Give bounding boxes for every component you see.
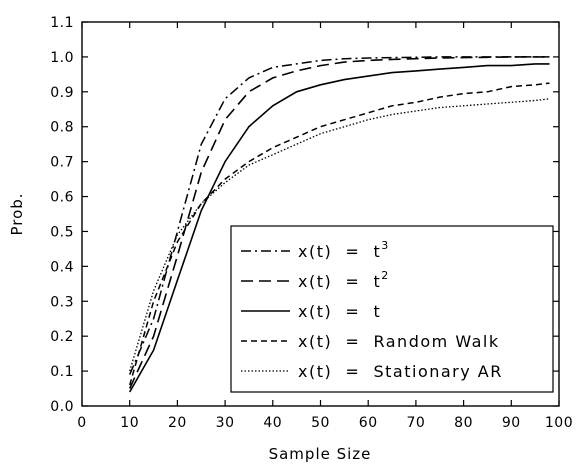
x-axis-label: Sample Size [269,445,372,463]
x-tick-label: 80 [454,415,473,431]
legend: x(t) = t3x(t) = t2x(t) = tx(t) = Random … [230,225,554,393]
legend-term: t [373,302,381,321]
legend-term: t [373,272,381,291]
series-line-4 [129,98,550,372]
legend-entry-4: x(t) = Stationary AR [298,362,503,381]
legend-entry-1: x(t) = t2 [298,269,390,291]
y-tick-label: 0.2 [50,329,74,345]
y-tick-label: 0.9 [50,85,74,101]
y-tick-label: 0.5 [50,224,74,240]
legend-box [230,225,554,393]
legend-entry-0: x(t) = t3 [298,239,390,261]
legend-prefix: x(t) = [298,242,373,261]
x-tick-label: 40 [263,415,282,431]
y-tick-label: 0.8 [50,120,74,136]
legend-prefix: x(t) = [298,362,373,381]
legend-prefix: x(t) = [298,332,373,351]
x-tick-label: 20 [168,415,187,431]
x-tick-label: 30 [216,415,235,431]
x-tick-label: 90 [502,415,521,431]
legend-prefix: x(t) = [298,302,373,321]
legend-term: Stationary AR [373,362,502,381]
x-tick-label: 0 [77,415,86,431]
legend-prefix: x(t) = [298,272,373,291]
y-tick-label: 0.4 [50,259,74,275]
x-axis-ticks: 0 10 20 30 40 50 60 70 80 90 100 [77,22,573,431]
series-line-3 [128,82,550,386]
y-tick-label: 0.6 [50,190,74,206]
x-tick-label: 10 [120,415,139,431]
series-line-1 [128,56,550,389]
x-tick-label: 70 [406,415,425,431]
legend-superscript: 2 [381,269,390,282]
y-tick-label: 1.1 [50,15,74,31]
legend-term: Random Walk [373,332,499,351]
y-tick-label: 0.7 [50,155,74,171]
x-tick-label: 100 [545,415,573,431]
x-tick-label: 60 [359,415,378,431]
series-line-2 [129,63,550,393]
y-axis-ticks: 0.0 0.1 0.2 0.3 0.4 0.5 0.6 0.7 0.8 0.9 1.0 1.1 [50,15,559,415]
legend-superscript: 3 [381,239,390,252]
legend-entry-3: x(t) = Random Walk [298,332,500,351]
legend-term: t [373,242,381,261]
series-lines [128,56,550,393]
legend-entry-2: x(t) = t [298,302,381,321]
y-tick-label: 0.3 [50,294,74,310]
y-tick-label: 0.1 [50,364,74,380]
y-tick-label: 0.0 [50,399,74,415]
y-tick-label: 1.0 [50,50,74,66]
x-tick-label: 50 [311,415,330,431]
y-axis-label: Prob. [8,192,26,235]
